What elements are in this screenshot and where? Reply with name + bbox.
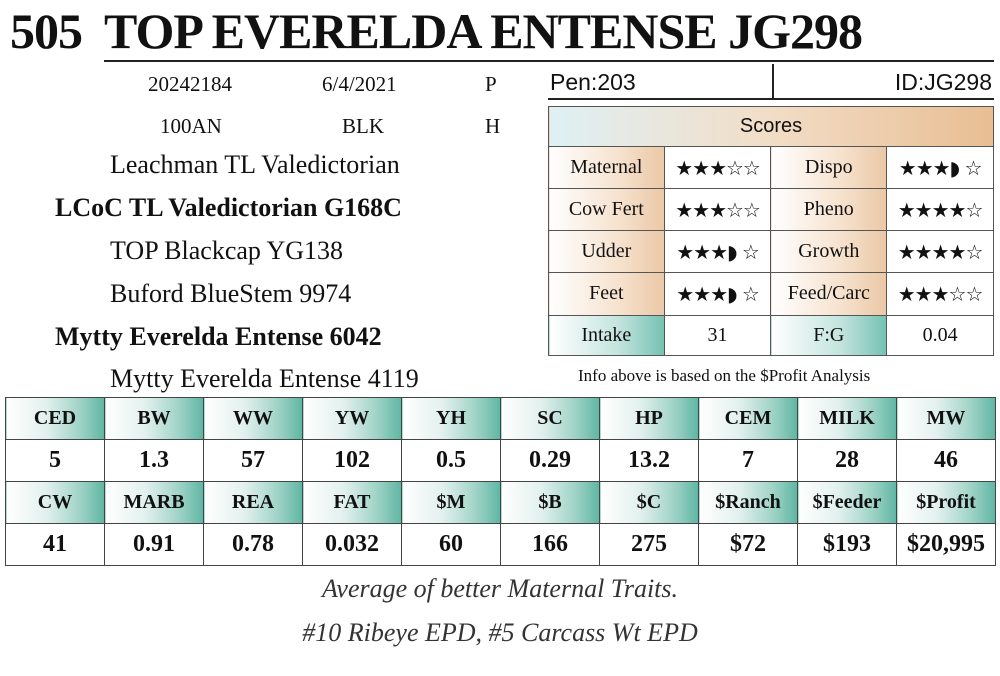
- lot-number: 505: [10, 3, 83, 59]
- epd-header: $C: [599, 481, 699, 524]
- pedigree-dam: Mytty Everelda Entense 6042: [55, 322, 382, 351]
- score-label: Maternal: [548, 145, 665, 190]
- epd-header-row: CED BW WW YW YH SC HP CEM MILK MW: [5, 397, 996, 440]
- score-stars: ★★★◗ ☆: [663, 230, 772, 274]
- epd-header: MILK: [797, 397, 897, 440]
- intake-value: 31: [663, 314, 772, 356]
- epd-value: 166: [500, 523, 600, 566]
- score-stars: ★★★◗ ☆: [886, 145, 994, 190]
- epd-value: 13.2: [599, 439, 699, 482]
- score-label: Feed/Carc: [770, 272, 888, 316]
- epd-header: YH: [401, 397, 501, 440]
- epd-value-row: 5 1.3 57 102 0.5 0.29 13.2 7 28 46: [5, 439, 996, 482]
- epd-header: $B: [500, 481, 600, 524]
- animal-name: TOP EVERELDA ENTENSE JG298: [104, 3, 863, 59]
- epd-header: CW: [5, 481, 105, 524]
- epd-value: 60: [401, 523, 501, 566]
- epd-header: BW: [104, 397, 204, 440]
- score-label: Pheno: [770, 188, 888, 232]
- epd-header: WW: [203, 397, 303, 440]
- pedigree-sire: LCoC TL Valedictorian G168C: [55, 193, 402, 222]
- epd-value: 0.29: [500, 439, 600, 482]
- epd-header: SC: [500, 397, 600, 440]
- epd-value-row: 41 0.91 0.78 0.032 60 166 275 $72 $193 $…: [5, 523, 996, 566]
- score-stars: ★★★☆☆: [663, 188, 772, 232]
- score-label: Feet: [548, 272, 665, 316]
- scores-table: Scores Maternal ★★★☆☆ Dispo ★★★◗ ☆ Cow F…: [548, 106, 994, 356]
- pen-id-divider: [772, 64, 774, 100]
- epd-value: $20,995: [896, 523, 996, 566]
- epd-header: MARB: [104, 481, 204, 524]
- score-stars: ★★★★☆: [886, 230, 994, 274]
- epd-header: $Ranch: [698, 481, 798, 524]
- birth-date: 6/4/2021: [322, 72, 397, 96]
- epd-value: 0.032: [302, 523, 402, 566]
- score-stars: ★★★☆☆: [886, 272, 994, 316]
- scores-title: Scores: [548, 106, 994, 147]
- pedigree-sire-dam: TOP Blackcap YG138: [110, 236, 343, 265]
- intake-label: Intake: [548, 314, 665, 356]
- id-label: ID:JG298: [894, 69, 992, 95]
- score-row: Maternal ★★★☆☆ Dispo ★★★◗ ☆: [548, 145, 994, 190]
- epd-value: 28: [797, 439, 897, 482]
- epd-value: $193: [797, 523, 897, 566]
- score-row: Feet ★★★◗ ☆ Feed/Carc ★★★☆☆: [548, 272, 994, 316]
- epd-header: FAT: [302, 481, 402, 524]
- pedigree-dam-dam: Mytty Everelda Entense 4119: [110, 364, 419, 393]
- score-stars: ★★★★☆: [886, 188, 994, 232]
- score-label: Growth: [770, 230, 888, 274]
- score-label: Cow Fert: [548, 188, 665, 232]
- comment-line: #10 Ribeye EPD, #5 Carcass Wt EPD: [302, 618, 698, 647]
- score-stars: ★★★◗ ☆: [663, 272, 772, 316]
- score-label: Udder: [548, 230, 665, 274]
- registration-number: 20242184: [148, 72, 232, 96]
- score-row: Intake 31 F:G 0.04: [548, 314, 994, 356]
- epd-value: 102: [302, 439, 402, 482]
- epd-value: 46: [896, 439, 996, 482]
- epd-header: CEM: [698, 397, 798, 440]
- epd-header: CED: [5, 397, 105, 440]
- score-row: Cow Fert ★★★☆☆ Pheno ★★★★☆: [548, 188, 994, 232]
- epd-value: $72: [698, 523, 798, 566]
- epd-value: 57: [203, 439, 303, 482]
- epd-header: MW: [896, 397, 996, 440]
- epd-value: 41: [5, 523, 105, 566]
- epd-value: 0.5: [401, 439, 501, 482]
- comment-line: Average of better Maternal Traits.: [321, 574, 679, 603]
- pedigree-dam-sire: Buford BlueStem 9974: [110, 279, 352, 308]
- epd-value: 0.78: [203, 523, 303, 566]
- epd-table: CED BW WW YW YH SC HP CEM MILK MW 5 1.3 …: [5, 397, 996, 566]
- epd-header: REA: [203, 481, 303, 524]
- pen-label: Pen:203: [550, 69, 636, 95]
- fg-label: F:G: [770, 314, 888, 356]
- epd-header-row: CW MARB REA FAT $M $B $C $Ranch $Feeder …: [5, 481, 996, 524]
- pen-id-bar: Pen:203 ID:JG298: [548, 60, 994, 100]
- sex-code: H: [485, 114, 501, 138]
- title-underline: [104, 60, 994, 62]
- epd-header: YW: [302, 397, 402, 440]
- epd-header: $Profit: [896, 481, 996, 524]
- profit-analysis-note: Info above is based on the $Profit Analy…: [578, 366, 871, 385]
- epd-header: $Feeder: [797, 481, 897, 524]
- epd-header: $M: [401, 481, 501, 524]
- epd-value: 275: [599, 523, 699, 566]
- pedigree-sire-sire: Leachman TL Valedictorian: [110, 150, 400, 179]
- score-stars: ★★★☆☆: [663, 145, 772, 190]
- epd-header: HP: [599, 397, 699, 440]
- breed-code: 100AN: [160, 114, 222, 138]
- score-label: Dispo: [770, 145, 888, 190]
- epd-value: 0.91: [104, 523, 204, 566]
- score-row: Udder ★★★◗ ☆ Growth ★★★★☆: [548, 230, 994, 274]
- epd-value: 5: [5, 439, 105, 482]
- epd-value: 1.3: [104, 439, 204, 482]
- color-code: BLK: [342, 114, 384, 138]
- fg-value: 0.04: [886, 314, 994, 356]
- epd-value: 7: [698, 439, 798, 482]
- polled-code: P: [485, 72, 497, 96]
